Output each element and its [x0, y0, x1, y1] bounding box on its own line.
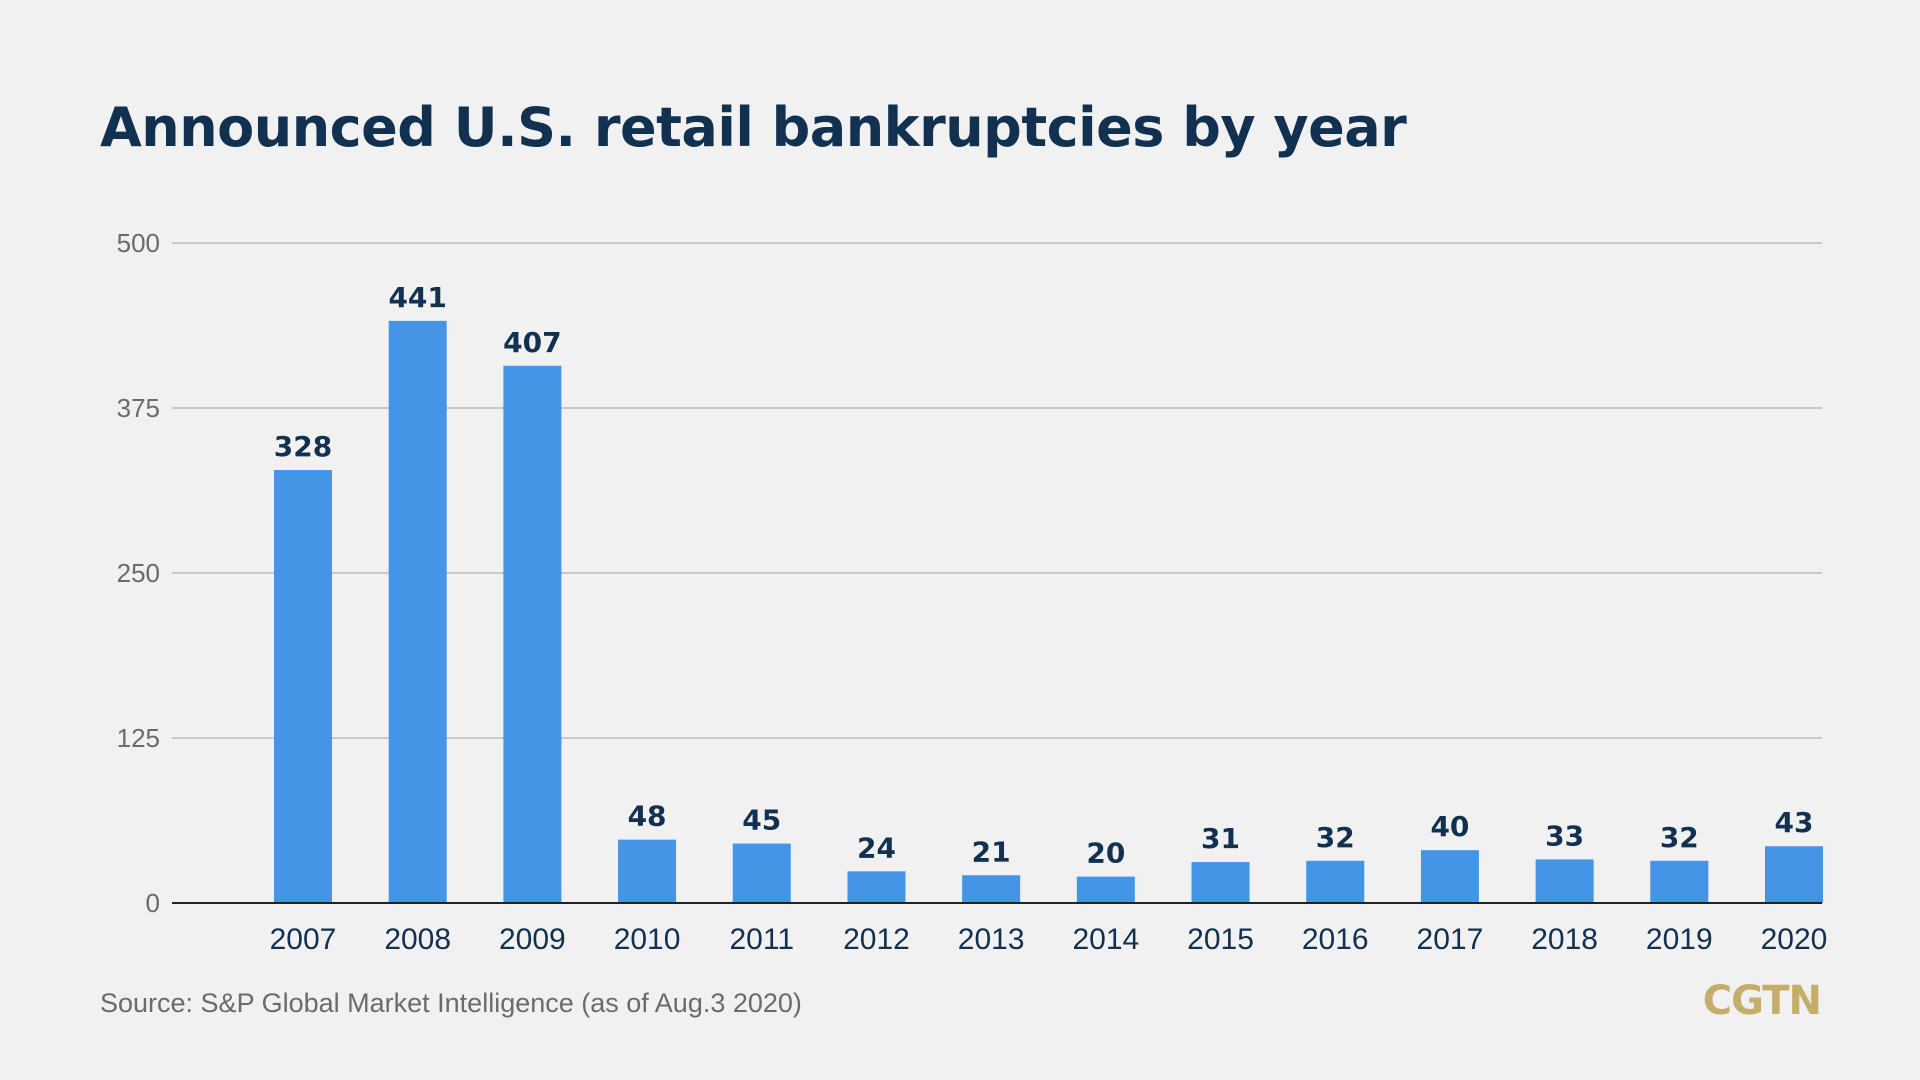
x-tick-label: 2007: [270, 923, 337, 956]
x-tick-label: 2013: [958, 923, 1025, 956]
data-label: 24: [857, 831, 896, 864]
data-label: 48: [628, 800, 667, 833]
data-label: 20: [1086, 837, 1125, 870]
data-label: 43: [1775, 806, 1814, 839]
data-label: 441: [388, 281, 446, 314]
x-tick-label: 2010: [614, 923, 681, 956]
bar: [962, 875, 1021, 903]
y-tick-label: 0: [146, 888, 160, 918]
bar: [388, 320, 447, 903]
data-label: 45: [742, 804, 781, 837]
x-tick-label: 2011: [730, 923, 795, 956]
data-label: 32: [1316, 821, 1355, 854]
bar: [1650, 860, 1709, 903]
bar: [1420, 850, 1479, 903]
x-tick-label: 2019: [1646, 923, 1713, 956]
bar: [503, 365, 562, 903]
bar: [1306, 860, 1365, 903]
bar: [1191, 862, 1250, 903]
data-label: 31: [1201, 822, 1240, 855]
x-tick-label: 2015: [1187, 923, 1254, 956]
source-note: Source: S&P Global Market Intelligence (…: [100, 988, 802, 1018]
data-label: 33: [1545, 819, 1584, 852]
chart-title: Announced U.S. retail bankruptcies by ye…: [100, 96, 1407, 159]
data-label: 21: [972, 835, 1011, 868]
data-label: 407: [503, 326, 561, 359]
x-tick-label: 2008: [384, 923, 451, 956]
y-tick-label: 250: [117, 558, 160, 588]
bar: [618, 839, 677, 903]
cgtn-logo: CGTN: [1702, 978, 1822, 1024]
data-label: 32: [1660, 821, 1699, 854]
bar: [274, 470, 332, 903]
bar: [1765, 846, 1823, 903]
y-tick-label: 125: [117, 723, 160, 753]
bar: [1535, 859, 1594, 903]
data-label: 328: [274, 430, 332, 463]
x-tick-label: 2016: [1302, 923, 1369, 956]
x-tick-label: 2017: [1417, 923, 1484, 956]
x-tick-label: 2018: [1531, 923, 1598, 956]
x-tick-label: 2020: [1761, 923, 1828, 956]
bar: [732, 843, 791, 903]
x-tick-label: 2012: [843, 923, 910, 956]
x-tick-label: 2009: [499, 923, 566, 956]
bar: [1076, 876, 1135, 903]
x-tick-label: 2014: [1072, 923, 1139, 956]
y-tick-label: 375: [117, 393, 160, 423]
bar: [847, 871, 906, 903]
data-label: 40: [1430, 810, 1469, 843]
y-tick-label: 500: [117, 228, 160, 258]
